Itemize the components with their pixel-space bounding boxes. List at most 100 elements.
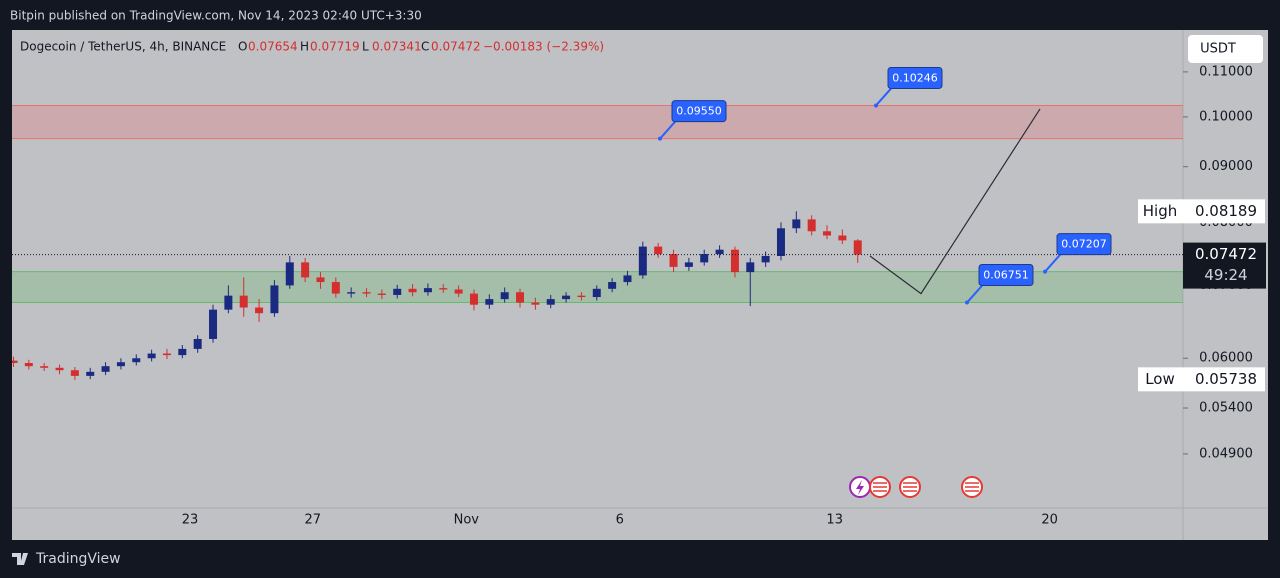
candle-body bbox=[331, 282, 340, 294]
x-tick-label: 13 bbox=[826, 513, 843, 528]
candle-body bbox=[807, 219, 816, 232]
candle-body bbox=[684, 262, 693, 267]
candle-body bbox=[608, 282, 617, 289]
callout-pointer bbox=[659, 120, 677, 140]
last-price-tag bbox=[1183, 242, 1266, 289]
callout-anchor bbox=[658, 136, 662, 141]
projection-line bbox=[869, 108, 1041, 295]
candle-body bbox=[301, 262, 310, 278]
ohlc-value: 0.07719 bbox=[310, 40, 360, 54]
callout-box bbox=[887, 66, 943, 89]
y-tick-label: 0.11000 bbox=[1199, 64, 1253, 79]
candle-body bbox=[40, 366, 49, 368]
candle-body bbox=[86, 371, 95, 376]
logo-mark bbox=[12, 553, 28, 565]
candle-body bbox=[592, 288, 601, 298]
marker-value: 0.08189 bbox=[1195, 202, 1257, 220]
ohlc-key: L bbox=[362, 40, 369, 54]
callout-label: 0.06751 bbox=[983, 269, 1029, 282]
marker-name: Low bbox=[1145, 370, 1175, 388]
chart-title: Dogecoin / TetherUS, 4h, BINANCE bbox=[20, 40, 226, 54]
callout-anchor bbox=[965, 300, 969, 305]
flag-stripes bbox=[873, 482, 979, 492]
candle-body bbox=[853, 240, 862, 255]
candle-body bbox=[116, 362, 125, 367]
overlay: 0.110000.100000.090000.080000.070000.060… bbox=[182, 64, 1266, 528]
candle-body bbox=[838, 235, 847, 241]
candle-body bbox=[408, 288, 417, 293]
ohlc-key: H bbox=[300, 40, 309, 54]
candle-body bbox=[362, 292, 371, 294]
candle-body bbox=[792, 219, 801, 229]
candle-body bbox=[147, 353, 156, 359]
candle-body bbox=[209, 309, 218, 339]
candle-body bbox=[531, 302, 540, 305]
candle-body bbox=[347, 292, 356, 294]
publisher-line: Bitpin published on TradingView.com, Nov… bbox=[10, 9, 422, 23]
event-icons bbox=[849, 476, 983, 498]
candle-body bbox=[423, 288, 432, 293]
candle-body bbox=[746, 262, 755, 273]
candle-body bbox=[715, 249, 724, 255]
marker-value: 0.05738 bbox=[1195, 370, 1257, 388]
candle-body bbox=[316, 277, 325, 283]
low-marker bbox=[1138, 367, 1265, 392]
candle-body bbox=[193, 338, 202, 349]
zone bbox=[12, 105, 1183, 139]
x-tick-label: 6 bbox=[616, 513, 624, 528]
currency-label: USDT bbox=[1200, 42, 1236, 57]
candle-body bbox=[623, 275, 632, 283]
y-tick-label: 0.06000 bbox=[1199, 351, 1253, 366]
y-tick-label: 0.05400 bbox=[1199, 401, 1253, 416]
callout-box bbox=[1056, 233, 1112, 256]
candle-body bbox=[377, 293, 386, 295]
candle-body bbox=[70, 370, 79, 376]
candle-body bbox=[270, 285, 279, 314]
candle-body bbox=[516, 292, 525, 303]
candle-body bbox=[761, 255, 770, 263]
event-icon-glyph bbox=[856, 480, 864, 495]
ohlc-value: 0.07341 bbox=[372, 40, 422, 54]
ohlc-legend: O 0.07654 H 0.07719 L 0.07341 C 0.07472 −0.00183… bbox=[238, 40, 604, 54]
candle-body bbox=[239, 295, 248, 308]
y-tick-label: 0.10000 bbox=[1199, 109, 1253, 124]
candle-body bbox=[101, 366, 110, 372]
x-tick-label: 23 bbox=[182, 513, 199, 528]
candle-body bbox=[730, 249, 739, 273]
change: −0.00183 (−2.39%) bbox=[483, 40, 604, 54]
currency-button[interactable] bbox=[1188, 35, 1263, 63]
ohlc-key: O bbox=[238, 40, 247, 54]
callout-anchor bbox=[1043, 269, 1047, 274]
last-price-label: 0.07472 bbox=[1195, 245, 1257, 263]
candle-body bbox=[255, 307, 264, 314]
high-marker bbox=[1138, 199, 1265, 224]
candle-body bbox=[24, 362, 33, 367]
callout-anchor bbox=[874, 103, 878, 108]
candle-body bbox=[638, 246, 647, 276]
callout-pointer bbox=[875, 86, 893, 107]
candle-body bbox=[654, 246, 663, 255]
candle-body bbox=[500, 292, 509, 300]
candle-body bbox=[393, 288, 402, 295]
candle-body bbox=[162, 353, 171, 356]
x-tick-label: 20 bbox=[1041, 513, 1058, 528]
callout-pointer bbox=[1044, 252, 1062, 273]
brand-name: TradingView bbox=[35, 551, 121, 567]
ohlc-value: 0.07654 bbox=[248, 40, 298, 54]
candle-body bbox=[577, 295, 586, 298]
candle-body bbox=[700, 254, 709, 263]
candle-body bbox=[178, 348, 187, 356]
candle-body bbox=[55, 367, 64, 371]
x-tick-label: Nov bbox=[454, 513, 480, 528]
ohlc-key: C bbox=[421, 40, 429, 54]
candle-body bbox=[454, 289, 463, 294]
y-tick-label: 0.04900 bbox=[1199, 446, 1253, 461]
candle-body bbox=[776, 228, 785, 256]
candle-body bbox=[132, 358, 141, 363]
callout-box bbox=[671, 100, 727, 123]
callout-pointer bbox=[966, 283, 984, 304]
candle-body bbox=[469, 293, 478, 305]
y-tick-label: 0.09000 bbox=[1199, 159, 1253, 174]
countdown: 49:24 bbox=[1204, 266, 1247, 284]
